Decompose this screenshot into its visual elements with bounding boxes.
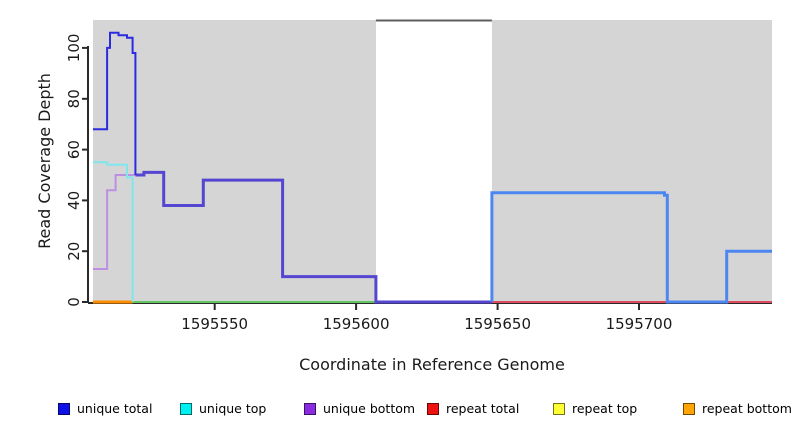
- y-tick-label: 0: [65, 297, 83, 307]
- legend-swatch-unique-total: [58, 403, 70, 415]
- x-tick-label: 1595700: [606, 315, 673, 333]
- region-covered-right: [491, 20, 772, 304]
- legend: unique total unique top unique bottom repea…: [0, 399, 792, 423]
- y-tick-label: 100: [65, 34, 83, 63]
- x-axis-title: Coordinate in Reference Genome: [299, 355, 565, 374]
- legend-swatch-repeat-top: [553, 403, 565, 415]
- series-unique-total-line: [93, 31, 137, 175]
- series-unique-total-bottom-overlap-line: [135, 170, 492, 304]
- region-covered-left: [93, 20, 376, 304]
- series-unique-top-line: [93, 161, 134, 302]
- legend-label-repeat-bottom: repeat bottom: [702, 401, 792, 416]
- y-tick-label: 40: [65, 191, 83, 210]
- legend-label-unique-bottom: unique bottom: [323, 401, 416, 416]
- legend-swatch-repeat-total: [427, 403, 439, 415]
- legend-label-repeat-total: repeat total: [446, 401, 520, 416]
- y-tick-label: 80: [65, 89, 83, 108]
- series-unique-bottom-line: [93, 174, 136, 270]
- legend-label-unique-total: unique total: [77, 401, 153, 416]
- legend-label-repeat-top: repeat top: [572, 401, 638, 416]
- series-unique-total-top-overlap-line: [490, 191, 772, 304]
- y-tick-label: 20: [65, 242, 83, 261]
- y-axis-title: Read Coverage Depth: [35, 73, 54, 249]
- legend-swatch-unique-bottom: [304, 403, 316, 415]
- region-no-data-gap: [375, 20, 492, 304]
- x-tick-label: 1595650: [464, 315, 531, 333]
- legend-swatch-unique-top: [180, 403, 192, 415]
- x-tick-label: 1595600: [323, 315, 390, 333]
- legend-label-unique-top: unique top: [199, 401, 267, 416]
- x-tick-label: 1595550: [181, 315, 248, 333]
- legend-swatch-repeat-bottom: [683, 403, 695, 415]
- y-tick-label: 60: [65, 140, 83, 159]
